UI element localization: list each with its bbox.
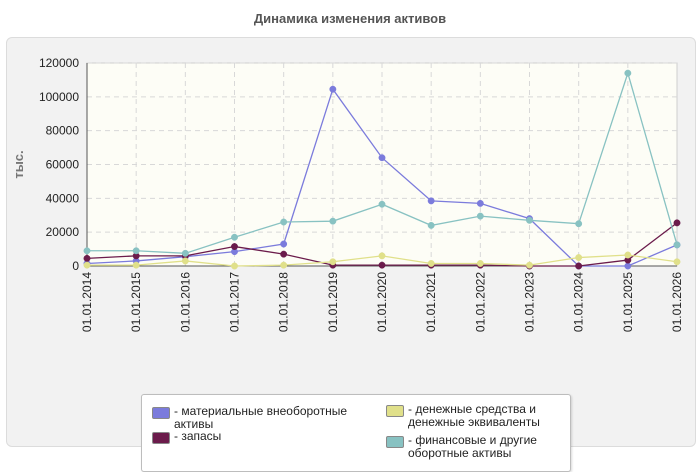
series-2-point xyxy=(526,261,533,269)
series-3-point xyxy=(624,69,632,77)
series-0-point xyxy=(329,85,337,93)
x-tick-label: 01.01.2022 xyxy=(473,272,487,332)
legend-swatch-cash xyxy=(386,405,404,417)
series-2-point xyxy=(231,262,238,270)
y-tick-label: 80000 xyxy=(46,124,80,138)
series-2-point xyxy=(624,251,632,259)
series-2-point xyxy=(378,252,386,260)
legend-swatch-financial-assets xyxy=(386,436,404,448)
x-tick-label: 01.01.2023 xyxy=(523,272,537,332)
series-0-point xyxy=(624,262,632,270)
legend-label-cash: - денежные средства и денежные эквивален… xyxy=(408,402,540,429)
series-3-point xyxy=(181,249,189,257)
y-tick-label: 20000 xyxy=(46,225,80,239)
series-2-point xyxy=(673,258,681,266)
series-1-point xyxy=(280,250,288,258)
series-2-point xyxy=(476,260,484,267)
y-tick-label: 40000 xyxy=(46,191,80,205)
series-3-point xyxy=(83,247,91,255)
x-tick-label: 01.01.2024 xyxy=(572,272,586,332)
legend-swatch-material-assets xyxy=(152,407,170,419)
y-tick-label: 0 xyxy=(72,259,79,273)
legend-label-inventory: - запасы xyxy=(174,429,222,443)
y-tick-label: 100000 xyxy=(39,90,79,104)
series-0-point xyxy=(427,197,435,205)
x-tick-label: 01.01.2025 xyxy=(621,272,635,332)
legend-item-inventory: - запасы xyxy=(152,430,362,444)
series-3-point xyxy=(231,233,238,241)
legend-swatch-inventory xyxy=(152,432,170,444)
legend: - материальные внеоборотные активы - зап… xyxy=(141,394,571,472)
x-tick-label: 01.01.2014 xyxy=(80,272,94,332)
series-1-point xyxy=(378,261,386,269)
series-2-point xyxy=(132,261,140,269)
series-3-point xyxy=(280,218,288,226)
series-0-point xyxy=(476,199,484,207)
series-2-point xyxy=(280,261,288,269)
series-2-point xyxy=(575,254,583,261)
x-tick-label: 01.01.2016 xyxy=(178,272,192,332)
series-0-point xyxy=(280,240,288,248)
series-0-point xyxy=(378,154,386,162)
x-tick-label: 01.01.2020 xyxy=(375,272,389,332)
series-1-point xyxy=(83,254,91,262)
series-3-point xyxy=(427,221,435,229)
y-axis-label: тыс. xyxy=(11,150,26,178)
series-1-point xyxy=(231,243,238,250)
chart-panel: 0 20000 40000 60000 80000 100000 120000 01.01.2… xyxy=(6,37,696,472)
legend-item-material-assets: - материальные внеоборотные активы xyxy=(152,405,362,431)
x-tick-label: 01.01.2017 xyxy=(228,272,242,332)
series-2-point xyxy=(83,261,91,269)
chart-title: Динамика изменения активов xyxy=(253,11,447,26)
legend-item-financial-assets: - финансовые и другие оборотные активы xyxy=(386,434,566,460)
plot-area: 0 20000 40000 60000 80000 100000 120000 01.01.2… xyxy=(11,56,684,332)
x-tick-label: 01.01.2018 xyxy=(277,272,291,332)
series-3-point xyxy=(329,217,337,225)
series-3-point xyxy=(575,220,583,228)
series-2-point xyxy=(181,257,189,265)
series-2-point xyxy=(427,260,435,267)
series-1-point xyxy=(575,262,583,270)
x-tick-label: 01.01.2021 xyxy=(424,272,438,332)
series-3-point xyxy=(132,247,140,255)
series-2-point xyxy=(329,258,337,266)
series-3-point xyxy=(378,200,386,208)
series-3-point xyxy=(476,212,484,220)
series-3-point xyxy=(673,241,681,249)
series-1-point xyxy=(673,219,681,227)
y-tick-label: 120000 xyxy=(39,56,79,70)
legend-label-material-assets: - материальные внеоборотные активы xyxy=(174,404,347,431)
legend-label-financial-assets: - финансовые и другие оборотные активы xyxy=(408,433,537,460)
series-3-point xyxy=(526,216,533,224)
y-tick-label: 60000 xyxy=(46,158,80,172)
legend-item-cash: - денежные средства и денежные эквивален… xyxy=(386,403,566,429)
x-tick-label: 01.01.2015 xyxy=(129,272,143,332)
x-tick-label: 01.01.2026 xyxy=(670,272,684,332)
x-tick-label: 01.01.2019 xyxy=(326,272,340,332)
